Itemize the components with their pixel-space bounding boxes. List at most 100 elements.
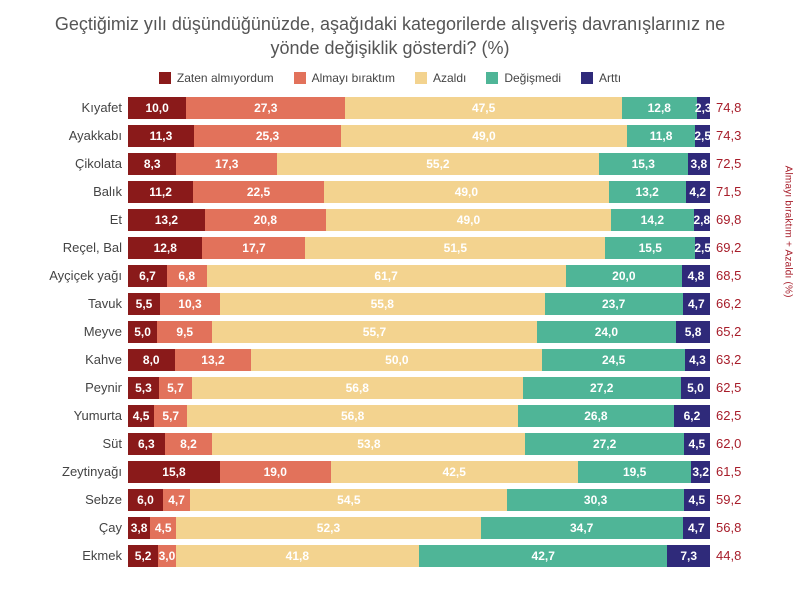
bar-segment: 27,2 (525, 433, 683, 455)
bar-stack: 3,84,552,334,74,7 (128, 517, 710, 539)
row-total: 61,5 (710, 464, 752, 479)
category-label: Çikolata (28, 156, 128, 171)
category-label: Yumurta (28, 408, 128, 423)
category-label: Ayçiçek yağı (28, 268, 128, 283)
bar-segment: 13,2 (175, 349, 252, 371)
bar-segment: 2,5 (695, 125, 710, 147)
legend-label: Değişmedi (504, 71, 561, 85)
bar-segment: 17,7 (202, 237, 305, 259)
bar-segment: 4,7 (163, 489, 190, 511)
bar-segment: 5,3 (128, 377, 159, 399)
chart-row: Yumurta4,55,756,826,86,262,5 (28, 403, 752, 429)
chart-row: Ekmek5,23,041,842,77,344,8 (28, 543, 752, 569)
bar-stack: 11,325,349,011,82,5 (128, 125, 710, 147)
bar-segment: 6,8 (167, 265, 207, 287)
category-label: Süt (28, 436, 128, 451)
category-label: Zeytinyağı (28, 464, 128, 479)
category-label: Peynir (28, 380, 128, 395)
row-total: 63,2 (710, 352, 752, 367)
chart-row: Süt6,38,253,827,24,562,0 (28, 431, 752, 457)
side-axis-label: Almayı bıraktım + Azaldı (%) (783, 166, 794, 298)
row-total: 65,2 (710, 324, 752, 339)
bar-segment: 6,0 (128, 489, 163, 511)
chart-row: Balık11,222,549,013,24,271,5 (28, 179, 752, 205)
bar-stack: 6,38,253,827,24,5 (128, 433, 710, 455)
chart-row: Meyve5,09,555,724,05,865,2 (28, 319, 752, 345)
legend-item: Zaten almıyordum (159, 71, 274, 85)
bar-stack: 11,222,549,013,24,2 (128, 181, 710, 203)
bar-segment: 12,8 (128, 237, 202, 259)
category-label: Sebze (28, 492, 128, 507)
legend-swatch (415, 72, 427, 84)
bar-segment: 4,5 (128, 405, 154, 427)
bar-segment: 4,5 (150, 517, 176, 539)
legend-label: Azaldı (433, 71, 466, 85)
bar-segment: 55,8 (220, 293, 545, 315)
legend-item: Azaldı (415, 71, 466, 85)
legend-swatch (159, 72, 171, 84)
chart-rows: Kıyafet10,027,347,512,82,374,8Ayakkabı11… (28, 95, 752, 569)
bar-segment: 47,5 (345, 97, 622, 119)
bar-segment: 49,0 (324, 181, 609, 203)
legend-swatch (581, 72, 593, 84)
bar-segment: 4,7 (683, 517, 710, 539)
legend-label: Almayı bıraktım (312, 71, 395, 85)
chart-row: Peynir5,35,756,827,25,062,5 (28, 375, 752, 401)
chart-row: Çikolata8,317,355,215,33,872,5 (28, 151, 752, 177)
stacked-bar-chart: Geçtiğimiz yılı düşündüğünüzde, aşağıdak… (0, 0, 794, 592)
bar-segment: 52,3 (176, 517, 480, 539)
category-label: Balık (28, 184, 128, 199)
bar-stack: 13,220,849,014,22,8 (128, 209, 710, 231)
row-total: 68,5 (710, 268, 752, 283)
bar-segment: 42,5 (331, 461, 578, 483)
bar-segment: 56,8 (192, 377, 523, 399)
bar-segment: 5,8 (676, 321, 710, 343)
row-total: 62,5 (710, 408, 752, 423)
bar-segment: 5,5 (128, 293, 160, 315)
bar-stack: 12,817,751,515,52,5 (128, 237, 710, 259)
chart-row: Kıyafet10,027,347,512,82,374,8 (28, 95, 752, 121)
chart-row: Zeytinyağı15,819,042,519,53,261,5 (28, 459, 752, 485)
bar-segment: 11,8 (627, 125, 696, 147)
chart-row: Tavuk5,510,355,823,74,766,2 (28, 291, 752, 317)
bar-segment: 6,3 (128, 433, 165, 455)
category-label: Meyve (28, 324, 128, 339)
category-label: Kıyafet (28, 100, 128, 115)
bar-segment: 17,3 (176, 153, 277, 175)
bar-segment: 11,2 (128, 181, 193, 203)
row-total: 69,2 (710, 240, 752, 255)
row-total: 56,8 (710, 520, 752, 535)
bar-segment: 51,5 (305, 237, 605, 259)
bar-segment: 50,0 (251, 349, 542, 371)
bar-segment: 3,8 (688, 153, 710, 175)
bar-segment: 3,2 (691, 461, 710, 483)
category-label: Ayakkabı (28, 128, 128, 143)
bar-segment: 2,3 (697, 97, 710, 119)
category-label: Et (28, 212, 128, 227)
row-total: 69,8 (710, 212, 752, 227)
bar-stack: 5,23,041,842,77,3 (128, 545, 710, 567)
bar-segment: 4,5 (684, 433, 710, 455)
chart-legend: Zaten almıyordum Almayı bıraktım Azaldı Değ… (28, 71, 752, 85)
row-total: 62,0 (710, 436, 752, 451)
bar-segment: 49,0 (326, 209, 611, 231)
bar-segment: 34,7 (481, 517, 683, 539)
chart-title: Geçtiğimiz yılı düşündüğünüzde, aşağıdak… (28, 12, 752, 61)
row-total: 74,8 (710, 100, 752, 115)
bar-segment: 3,8 (128, 517, 150, 539)
row-total: 74,3 (710, 128, 752, 143)
bar-segment: 10,3 (160, 293, 220, 315)
category-label: Tavuk (28, 296, 128, 311)
bar-stack: 5,510,355,823,74,7 (128, 293, 710, 315)
category-label: Çay (28, 520, 128, 535)
bar-segment: 4,2 (686, 181, 710, 203)
bar-segment: 56,8 (187, 405, 518, 427)
bar-segment: 4,5 (684, 489, 710, 511)
bar-segment: 8,3 (128, 153, 176, 175)
bar-segment: 27,2 (523, 377, 681, 399)
bar-segment: 4,7 (683, 293, 710, 315)
bar-stack: 10,027,347,512,82,3 (128, 97, 710, 119)
bar-segment: 24,5 (542, 349, 685, 371)
bar-segment: 5,0 (681, 377, 710, 399)
bar-segment: 15,8 (128, 461, 220, 483)
